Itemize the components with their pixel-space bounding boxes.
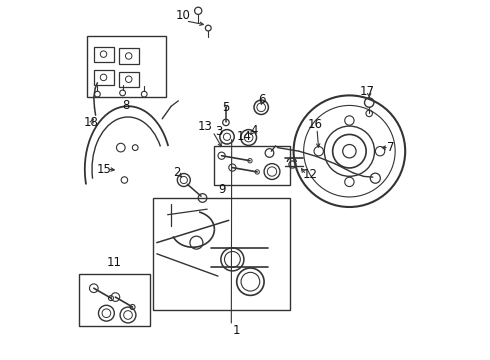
Bar	[153, 198, 290, 310]
Text: 16: 16	[308, 118, 323, 131]
Text: 13: 13	[198, 120, 213, 132]
Text: 2: 2	[173, 166, 181, 179]
Text: 17: 17	[360, 85, 375, 98]
Text: 4: 4	[250, 124, 257, 137]
Text: 14: 14	[237, 130, 252, 143]
Text: 3: 3	[216, 125, 223, 138]
Text: 5: 5	[222, 101, 230, 114]
Text: 15: 15	[97, 163, 111, 176]
Text: 11: 11	[107, 256, 122, 269]
Bar	[94, 46, 114, 62]
Bar	[87, 36, 166, 97]
Text: 10: 10	[175, 9, 191, 22]
Bar	[119, 72, 139, 87]
Text: 7: 7	[387, 141, 394, 154]
Text: 18: 18	[83, 116, 98, 129]
Bar	[119, 49, 139, 63]
Text: 12: 12	[302, 168, 318, 181]
Text: 6: 6	[259, 93, 266, 105]
Bar	[215, 146, 290, 185]
Bar	[94, 70, 114, 85]
Text: 9: 9	[218, 183, 225, 195]
Text: 1: 1	[232, 324, 240, 337]
Bar	[79, 274, 149, 326]
Text: 8: 8	[122, 99, 130, 112]
